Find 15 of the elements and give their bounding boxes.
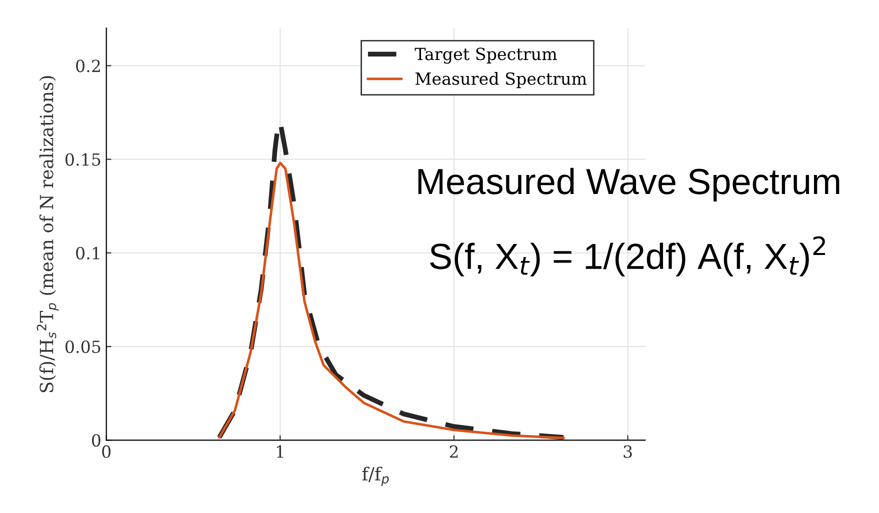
legend-label: Target Spectrum	[414, 48, 557, 64]
y-tick-label: 0.2	[76, 60, 100, 72]
y-axis-title: S(f)/H$_{s}$$^{2}$T$_{p}$ (mean of N realizations)	[36, 76, 59, 392]
legend-label: Measured Spectrum	[415, 72, 587, 88]
y-tick-label: 0.05	[65, 340, 100, 354]
annotation: S(f, X$_{t}$) = 1/(2df) A(f, X$_{t}$)$^{2}$	[430, 236, 826, 276]
annotation: Measured Wave Spectrum	[418, 168, 840, 202]
x-axis-title: f/f$_{p}$	[362, 466, 389, 486]
y-tick-label: 0	[92, 434, 100, 447]
y-tick-label: 0.15	[65, 153, 100, 166]
y-tick-label: 0.1	[76, 246, 100, 260]
x-tick-label: 1	[276, 445, 284, 458]
x-tick-label: 0	[102, 445, 111, 458]
x-tick-label: 2	[450, 445, 458, 458]
x-tick-label: 3	[624, 445, 632, 458]
